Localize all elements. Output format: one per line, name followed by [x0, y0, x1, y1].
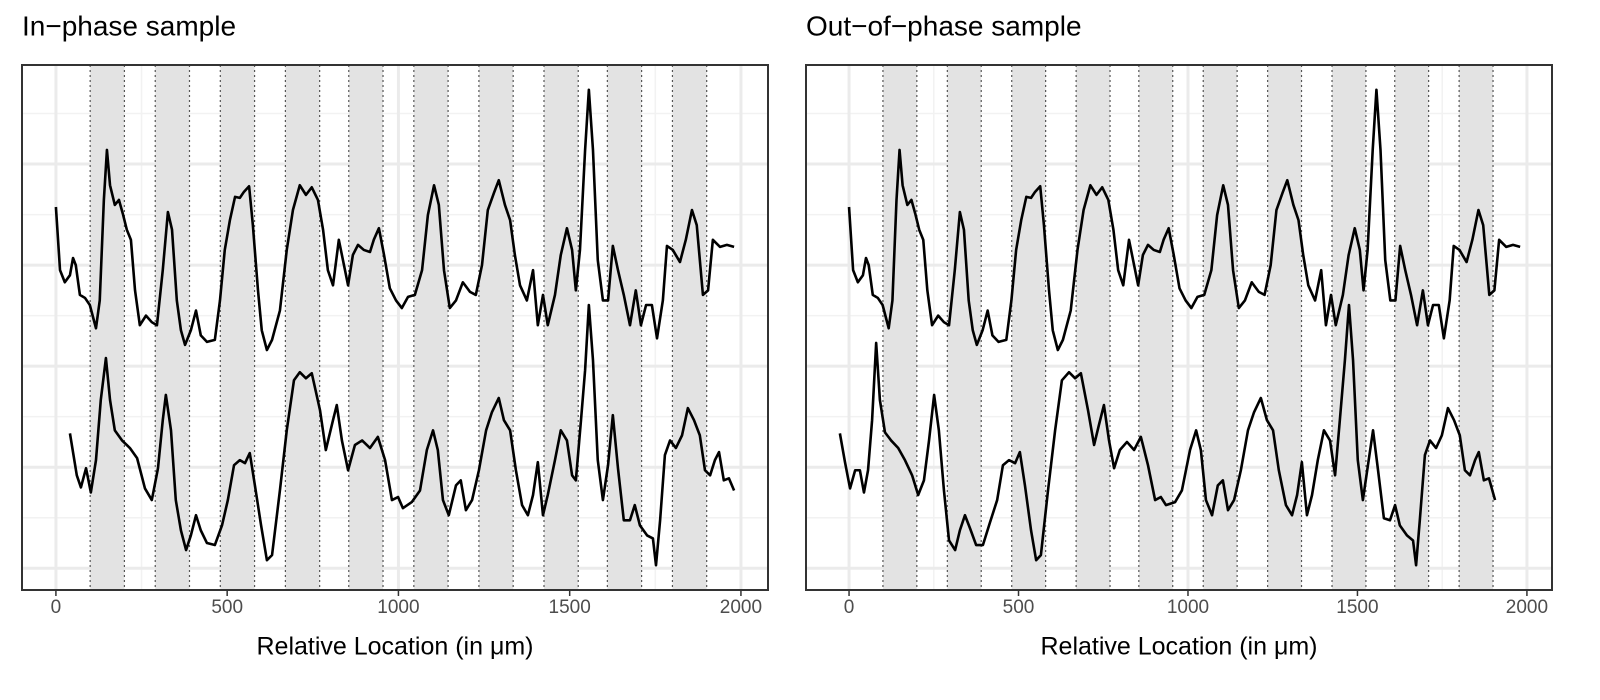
profile-line — [54, 88, 735, 352]
shaded-band — [1459, 65, 1494, 590]
plot-border — [21, 64, 769, 591]
profile-line — [838, 303, 1497, 567]
x-tick-label: 2000 — [1506, 597, 1548, 618]
x-tick-label: 0 — [51, 597, 62, 618]
x-tick-label: 2000 — [720, 597, 762, 618]
x-tick-label: 1000 — [1167, 597, 1209, 618]
x-tick-label: 1500 — [1336, 597, 1378, 618]
shaded-band — [478, 65, 514, 590]
panel: Out−of−phase sample 0 500 1000 1500 2000 Relat… — [805, 10, 1553, 661]
plot-background — [22, 65, 768, 590]
shaded-band — [155, 65, 190, 590]
x-tick-label: 0 — [844, 597, 855, 618]
shaded-band — [285, 65, 320, 590]
x-tick-label: 1500 — [549, 597, 591, 618]
shaded-band — [1011, 65, 1046, 590]
shaded-band — [672, 65, 707, 590]
shaded-band — [1076, 65, 1111, 590]
shaded-band — [1394, 65, 1429, 590]
x-tick-label: 500 — [211, 597, 243, 618]
plot-border — [805, 64, 1553, 591]
x-tick-label: 1000 — [377, 597, 419, 618]
shaded-band — [1203, 65, 1238, 590]
panel-title: In−phase sample — [22, 10, 236, 41]
shaded-band — [413, 65, 449, 590]
panel: In−phase sample 0 500 1000 1500 2000 Relative … — [21, 10, 769, 661]
shaded-band — [1267, 65, 1302, 590]
panel-title: Out−of−phase sample — [806, 10, 1082, 41]
profile-line — [68, 303, 736, 567]
plot-background — [806, 65, 1552, 590]
shaded-band — [348, 65, 384, 590]
shaded-band — [543, 65, 579, 590]
profile-line — [847, 88, 1521, 352]
shaded-band — [1332, 65, 1366, 590]
shaded-band — [1138, 65, 1173, 590]
x-tick-label: 500 — [1003, 597, 1035, 618]
shaded-band — [947, 65, 982, 590]
shaded-band — [607, 65, 642, 590]
x-axis-title: Relative Location (in μm) — [256, 633, 533, 661]
x-axis-title: Relative Location (in μm) — [1040, 633, 1317, 661]
